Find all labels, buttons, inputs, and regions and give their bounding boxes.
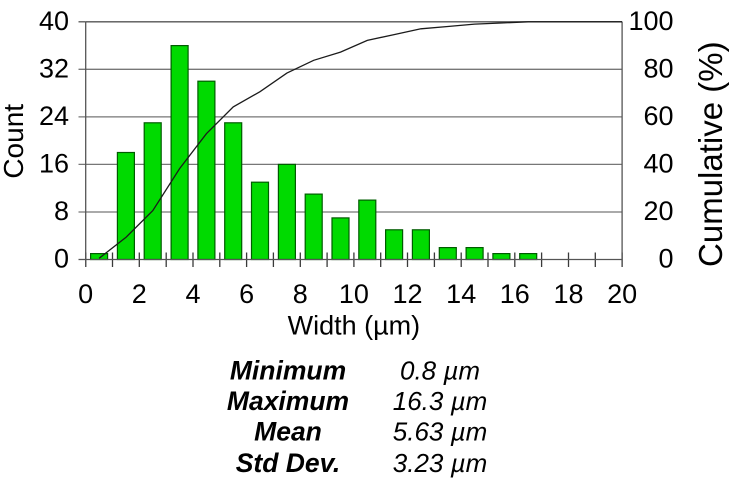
svg-text:20: 20 <box>607 279 637 309</box>
svg-text:5.63 µm: 5.63 µm <box>393 416 487 446</box>
svg-text:14: 14 <box>446 279 476 309</box>
svg-text:Count: Count <box>0 104 29 179</box>
svg-text:0: 0 <box>658 244 673 274</box>
svg-text:Maximum: Maximum <box>227 386 349 416</box>
svg-text:24: 24 <box>39 101 69 131</box>
svg-text:100: 100 <box>628 6 673 36</box>
svg-text:Cumulative (%): Cumulative (%) <box>692 41 729 267</box>
svg-text:40: 40 <box>643 149 673 179</box>
svg-text:Minimum: Minimum <box>230 356 346 386</box>
svg-text:2: 2 <box>132 279 147 309</box>
svg-text:60: 60 <box>643 101 673 131</box>
svg-text:16: 16 <box>39 149 69 179</box>
svg-text:3.23 µm: 3.23 µm <box>393 448 487 478</box>
svg-text:0: 0 <box>54 244 69 274</box>
svg-text:80: 80 <box>643 54 673 84</box>
svg-text:Mean: Mean <box>254 416 322 446</box>
svg-text:0.8 µm: 0.8 µm <box>400 356 480 386</box>
svg-text:18: 18 <box>553 279 583 309</box>
svg-text:12: 12 <box>392 279 422 309</box>
svg-text:4: 4 <box>185 279 200 309</box>
svg-text:8: 8 <box>54 196 69 226</box>
svg-text:Std Dev.: Std Dev. <box>236 448 341 478</box>
svg-text:40: 40 <box>39 6 69 36</box>
svg-text:32: 32 <box>39 54 69 84</box>
svg-text:20: 20 <box>643 196 673 226</box>
svg-text:16.3 µm: 16.3 µm <box>393 386 487 416</box>
svg-text:8: 8 <box>293 279 308 309</box>
svg-text:6: 6 <box>239 279 254 309</box>
svg-text:10: 10 <box>339 279 369 309</box>
svg-text:Width (µm): Width (µm) <box>288 311 421 341</box>
svg-text:16: 16 <box>500 279 530 309</box>
svg-text:0: 0 <box>78 279 93 309</box>
